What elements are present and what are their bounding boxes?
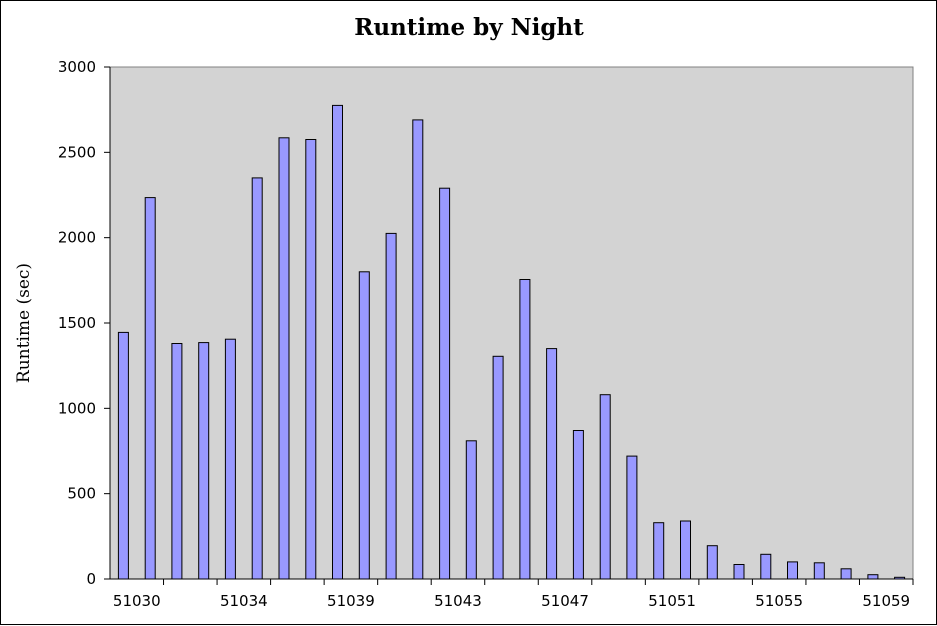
x-tick-label: 51055: [755, 592, 803, 610]
chart-title: Runtime by Night: [354, 14, 584, 41]
bar-15: [519, 279, 531, 580]
y-tick-label: 2500: [58, 143, 96, 161]
y-tick-label: 500: [67, 485, 96, 503]
y-axis-label: Runtime (sec): [14, 263, 34, 383]
x-tick-label: 51030: [113, 592, 161, 610]
bar-0: [117, 331, 129, 580]
y-tick-label: 2000: [58, 229, 96, 247]
bar-12: [439, 187, 451, 580]
bar-23: [733, 564, 745, 580]
bar-7: [305, 139, 317, 580]
bar-10: [385, 232, 397, 580]
y-tick-label: 3000: [58, 58, 96, 76]
bar-17: [572, 430, 584, 580]
bar-5: [251, 177, 263, 580]
bar-4: [224, 338, 236, 580]
bar-18: [599, 394, 611, 580]
bar-22: [706, 545, 718, 580]
bar-11: [412, 119, 424, 580]
bar-13: [465, 440, 477, 580]
x-tick-label: 51039: [327, 592, 375, 610]
bar-26: [813, 562, 825, 580]
plot-area: [109, 66, 914, 580]
y-ticks-group: 0 500 1000 1500 2000 2500 3000: [58, 58, 110, 588]
bar-9: [358, 271, 370, 580]
bar-19: [626, 455, 638, 580]
y-tick-label: 1000: [58, 399, 96, 417]
bar-14: [492, 355, 504, 580]
bar-1: [144, 197, 156, 580]
x-tick-label: 51047: [541, 592, 589, 610]
bar-21: [680, 520, 691, 580]
bar-2: [171, 343, 183, 580]
bar-8: [332, 104, 343, 580]
x-tick-label: 51034: [220, 592, 268, 610]
bar-16: [546, 348, 558, 580]
bar-20: [653, 522, 665, 580]
bar-24: [760, 553, 772, 580]
y-tick-label: 1500: [58, 314, 96, 332]
bar-3: [198, 342, 210, 580]
x-tick-label: 51059: [862, 592, 910, 610]
bar-6: [278, 137, 290, 580]
x-tick-label: 51043: [434, 592, 482, 610]
x-tick-label: 51051: [648, 592, 696, 610]
x-ticks-group: 51030 51034 51039 51043 51047 51051 51055 51059: [113, 579, 914, 610]
bar-27: [840, 568, 852, 580]
y-tick-label: 0: [86, 570, 96, 588]
bar-28: [867, 574, 879, 580]
bar-25: [787, 561, 798, 580]
